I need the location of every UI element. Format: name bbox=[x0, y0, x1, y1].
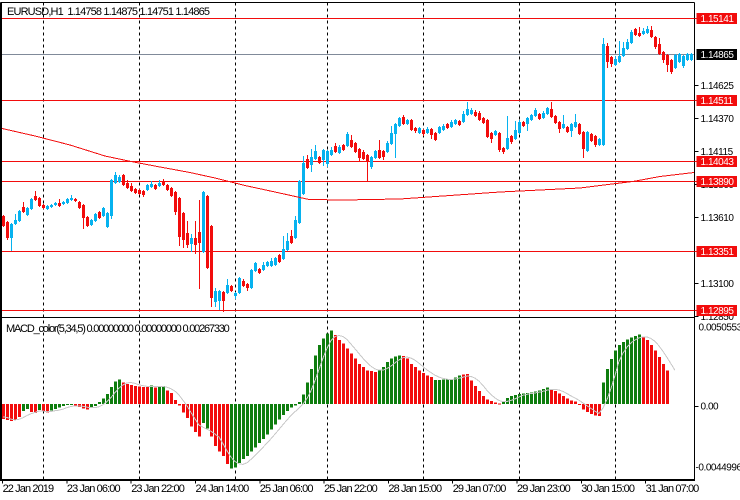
svg-text:31 Jan 07:00: 31 Jan 07:00 bbox=[646, 483, 700, 495]
svg-text:-0.0044996: -0.0044996 bbox=[696, 463, 740, 474]
svg-text:23 Jan 22:00: 23 Jan 22:00 bbox=[131, 483, 185, 495]
svg-text:25 Jan 22:00: 25 Jan 22:00 bbox=[324, 483, 378, 495]
svg-text:30 Jan 15:00: 30 Jan 15:00 bbox=[581, 483, 635, 495]
svg-text:29 Jan 23:00: 29 Jan 23:00 bbox=[517, 483, 571, 495]
svg-text:1.14370: 1.14370 bbox=[701, 114, 735, 125]
svg-text:1.13610: 1.13610 bbox=[701, 213, 735, 224]
svg-text:0.00: 0.00 bbox=[701, 402, 720, 413]
svg-text:1.14865: 1.14865 bbox=[701, 50, 735, 61]
svg-text:1.14625: 1.14625 bbox=[701, 81, 735, 92]
svg-text:1.14115: 1.14115 bbox=[701, 147, 734, 158]
svg-text:1.13351: 1.13351 bbox=[701, 247, 735, 258]
svg-text:1.13890: 1.13890 bbox=[701, 177, 735, 188]
svg-text:23 Jan 06:00: 23 Jan 06:00 bbox=[67, 483, 121, 495]
svg-text:1.14511: 1.14511 bbox=[701, 96, 734, 107]
svg-text:EURUSD,H1 1.14758 1.14875 1.1: EURUSD,H1 1.14758 1.14875 1.14751 1.1486… bbox=[7, 6, 210, 18]
svg-text:1.13100: 1.13100 bbox=[701, 279, 735, 290]
svg-text:1.14043: 1.14043 bbox=[701, 157, 735, 168]
svg-text:MACD_color(5,34,5) 0.00000000: MACD_color(5,34,5) 0.00000000 0.00000000… bbox=[6, 323, 230, 335]
svg-text:28 Jan 15:00: 28 Jan 15:00 bbox=[388, 483, 442, 495]
svg-text:1.12895: 1.12895 bbox=[701, 306, 735, 317]
svg-text:0.0050553: 0.0050553 bbox=[699, 323, 740, 334]
svg-text:29 Jan 07:00: 29 Jan 07:00 bbox=[453, 483, 507, 495]
svg-text:1.12850: 1.12850 bbox=[701, 312, 735, 323]
svg-text:1.15141: 1.15141 bbox=[701, 14, 735, 25]
svg-text:25 Jan 06:00: 25 Jan 06:00 bbox=[260, 483, 314, 495]
svg-text:22 Jan 2019: 22 Jan 2019 bbox=[3, 483, 54, 495]
svg-text:24 Jan 14:00: 24 Jan 14:00 bbox=[196, 483, 250, 495]
